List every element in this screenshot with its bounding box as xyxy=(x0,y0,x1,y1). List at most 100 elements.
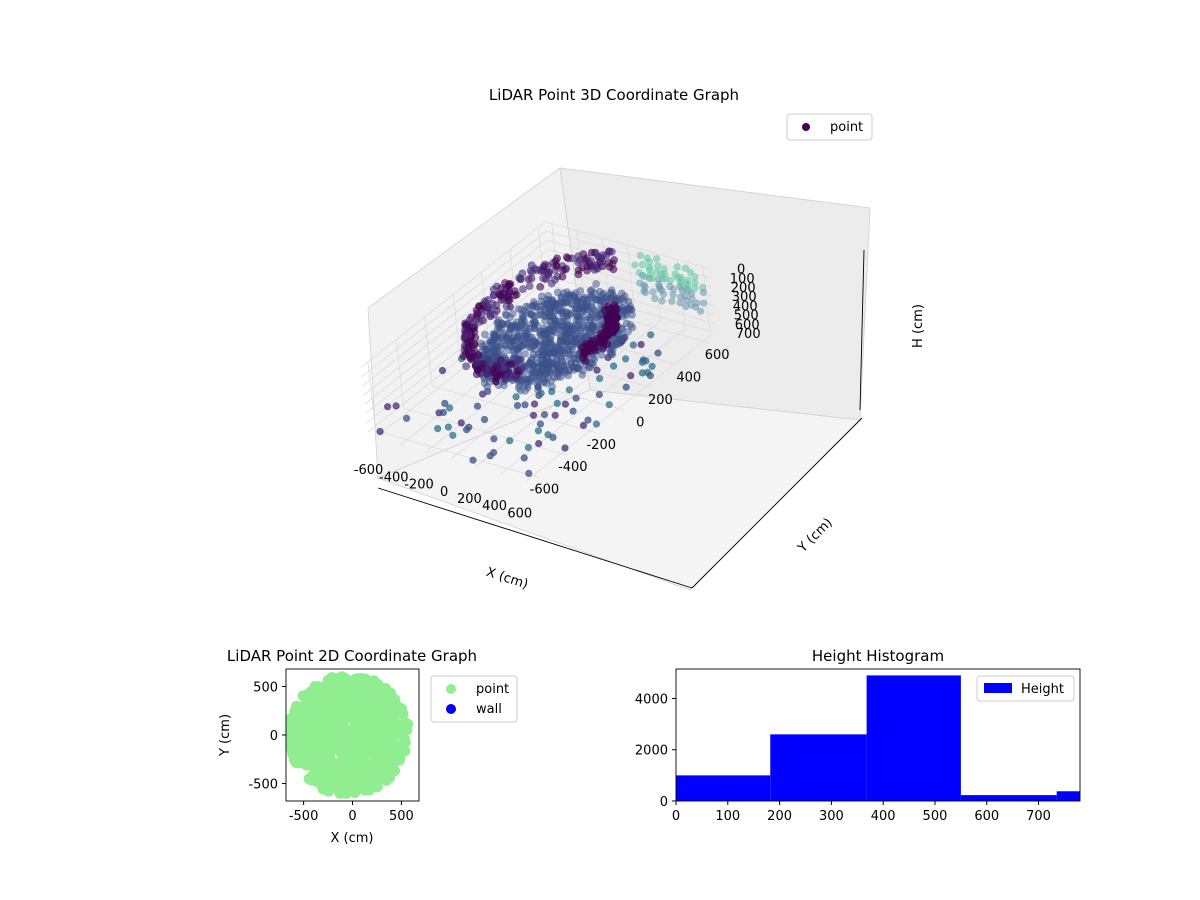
point-3d xyxy=(473,402,482,410)
point-2d xyxy=(339,733,351,744)
point-3d xyxy=(584,416,592,424)
point-3d xyxy=(506,321,515,330)
point-3d xyxy=(612,314,621,323)
point-2d xyxy=(378,760,390,772)
point-2d xyxy=(304,711,316,723)
legend-3d: point xyxy=(786,113,873,141)
point-3d xyxy=(516,334,525,343)
point-2d xyxy=(302,688,314,700)
point-3d xyxy=(647,331,655,339)
point-3d xyxy=(658,297,666,305)
point-3d xyxy=(546,305,555,313)
point-2d xyxy=(396,741,408,753)
z-axis-line xyxy=(859,249,865,411)
point-3d xyxy=(376,427,384,436)
point-3d xyxy=(540,305,548,313)
z-tick-label: 700 xyxy=(736,327,761,342)
grid-line xyxy=(395,339,405,409)
point-3d xyxy=(475,318,484,326)
point-3d xyxy=(528,354,536,363)
point-2d xyxy=(379,740,391,752)
point-3d xyxy=(569,407,577,415)
point-3d xyxy=(553,350,562,358)
legend-3d-label: point xyxy=(830,120,863,135)
point-3d xyxy=(529,411,538,419)
point-3d xyxy=(571,309,580,318)
point-2d xyxy=(395,703,407,715)
point-3d xyxy=(593,334,602,343)
point-3d xyxy=(610,256,618,264)
point-3d xyxy=(686,268,695,277)
point-3d xyxy=(629,341,637,349)
point-3d xyxy=(557,367,566,376)
point-3d xyxy=(667,276,675,284)
point-3d xyxy=(558,272,567,281)
point-3d xyxy=(520,380,529,389)
point-3d xyxy=(609,265,618,274)
histogram-bars xyxy=(676,675,1080,801)
grid-line xyxy=(364,258,550,405)
point-3d xyxy=(469,456,477,464)
point-3d xyxy=(518,319,527,327)
x-tick-label: 600 xyxy=(507,506,532,521)
point-3d xyxy=(444,423,453,431)
point-3d xyxy=(504,281,513,290)
point-3d xyxy=(521,350,529,358)
point-3d xyxy=(592,420,601,428)
y-tick-label-hist: 0 xyxy=(660,795,668,810)
point-2d xyxy=(338,716,350,728)
point-2d xyxy=(303,734,315,746)
legend-2d-wall-marker xyxy=(446,704,456,714)
point-3d xyxy=(654,262,662,270)
grid-line xyxy=(551,276,716,325)
x-tick-label: -600 xyxy=(354,463,384,478)
point-3d xyxy=(547,377,556,385)
point-3d xyxy=(681,264,690,272)
point-3d xyxy=(595,254,604,263)
grid-line xyxy=(367,361,376,431)
histogram-bar xyxy=(676,775,771,801)
x-tick-label-hist: 0 xyxy=(672,809,680,824)
point-3d xyxy=(441,399,449,408)
point-3d xyxy=(462,362,470,371)
grid-line xyxy=(375,430,540,478)
point-2d xyxy=(355,761,367,772)
legend-2d-point-marker xyxy=(446,684,456,694)
y-axis-label-2d: Y (cm) xyxy=(218,714,233,757)
point-3d xyxy=(581,327,590,335)
point-3d xyxy=(461,349,470,358)
point-3d xyxy=(516,274,525,283)
point-3d xyxy=(574,252,583,261)
y-tick-label: 400 xyxy=(676,371,701,386)
point-3d xyxy=(553,399,561,408)
point-3d xyxy=(490,331,499,340)
grid-line xyxy=(365,267,551,414)
point-3d xyxy=(606,348,615,357)
axis-ticks-2d: -500 0 500 -500 0 500 xyxy=(248,680,413,824)
point-2d xyxy=(402,718,414,730)
point-3d xyxy=(631,261,639,269)
point-2d xyxy=(331,769,343,781)
point-3d xyxy=(620,292,629,301)
point-2d xyxy=(396,729,408,741)
point-2d xyxy=(295,722,307,733)
point-3d xyxy=(606,318,615,327)
z-tick-label: 0 xyxy=(737,263,745,278)
grid-line xyxy=(360,221,546,368)
point-3d xyxy=(610,292,619,301)
point-2d xyxy=(329,684,341,696)
point-3d xyxy=(574,293,583,302)
point-3d xyxy=(624,304,633,313)
x-tick-label-2d: 0 xyxy=(348,809,356,824)
point-3d xyxy=(605,247,613,256)
point-3d xyxy=(624,327,632,336)
point-3d xyxy=(439,408,448,417)
point-3d xyxy=(449,431,457,439)
point-3d xyxy=(572,330,581,338)
point-3d xyxy=(536,420,545,428)
point-3d xyxy=(530,345,539,354)
point-3d xyxy=(654,349,662,357)
point-3d xyxy=(627,372,635,380)
point-3d xyxy=(641,288,649,297)
point-3d xyxy=(553,288,562,297)
